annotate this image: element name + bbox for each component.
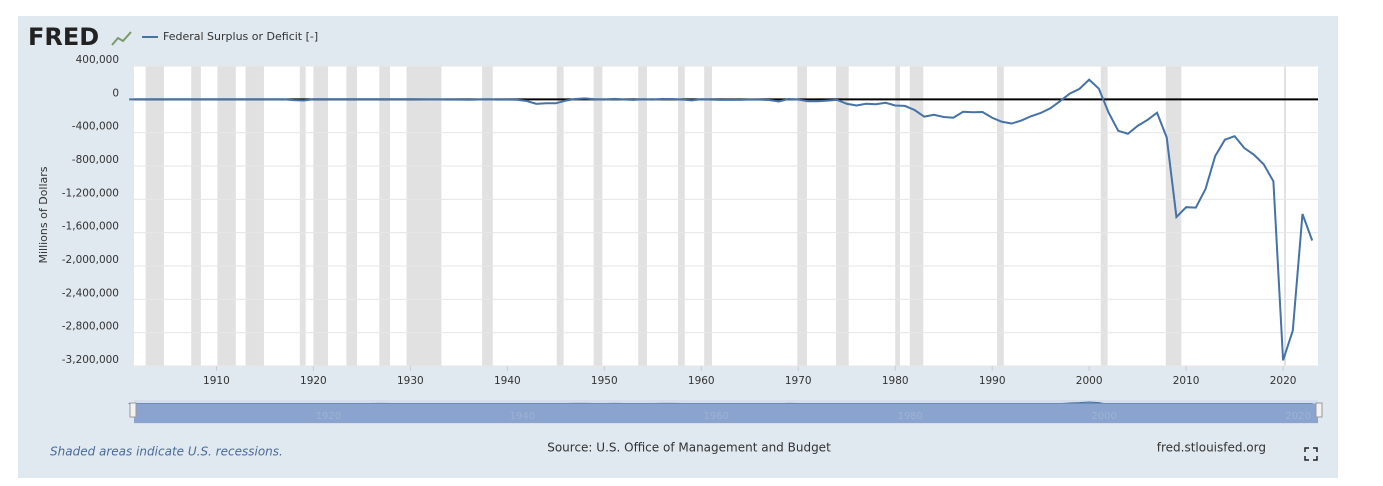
- recession-band: [145, 66, 165, 366]
- recession-band: [299, 66, 306, 366]
- x-tick-label: 1970: [785, 375, 812, 387]
- recession-band: [406, 66, 442, 366]
- x-tick-label: 1960: [688, 375, 715, 387]
- logo: FRED: [28, 23, 99, 51]
- recession-band: [1284, 66, 1286, 366]
- plot-area: [134, 66, 1318, 366]
- navigator-tick-label: 1940: [510, 411, 535, 422]
- x-tick-label: 1910: [203, 375, 230, 387]
- recession-band: [797, 66, 807, 366]
- x-tick-label: 2010: [1173, 375, 1200, 387]
- navigator-handle[interactable]: [129, 402, 137, 418]
- recession-band: [836, 66, 849, 366]
- x-tick-label: 2020: [1270, 375, 1297, 387]
- y-tick-label: -2,400,000: [62, 287, 119, 299]
- y-tick-label: -1,200,000: [62, 187, 119, 199]
- recession-band: [379, 66, 390, 366]
- navigator-tick-label: 2020: [1285, 411, 1310, 422]
- x-tick-label: 1930: [397, 375, 424, 387]
- recession-band: [245, 66, 264, 366]
- recession-band: [346, 66, 358, 366]
- y-tick-label: -3,200,000: [62, 354, 119, 366]
- recession-band: [1100, 66, 1108, 366]
- y-tick-label: -2,000,000: [62, 254, 119, 266]
- recession-band: [704, 66, 712, 366]
- y-tick-label: -800,000: [72, 154, 119, 166]
- recession-band: [1165, 66, 1182, 366]
- fullscreen-button[interactable]: [1304, 447, 1318, 461]
- y-tick-label: -1,600,000: [62, 221, 119, 233]
- y-tick-label: -400,000: [72, 121, 119, 133]
- x-tick-label: 1940: [494, 375, 521, 387]
- source: Source: U.S. Office of Management and Bu…: [547, 441, 831, 455]
- logo-icon: [111, 31, 132, 46]
- site: fred.stlouisfed.org: [1157, 441, 1266, 455]
- x-tick-label: 1920: [300, 375, 327, 387]
- recession-band: [997, 66, 1004, 366]
- recession-band: [593, 66, 603, 366]
- y-axis-label: Millions of Dollars: [37, 166, 50, 263]
- recession-band: [191, 66, 201, 366]
- navigator-tick-label: 1980: [897, 411, 922, 422]
- recession-band: [556, 66, 564, 366]
- y-tick-label: -2,800,000: [62, 321, 119, 333]
- recession-note: Shaded areas indicate U.S. recessions.: [50, 445, 283, 459]
- y-tick-label: 0: [112, 87, 119, 99]
- navigator-handle[interactable]: [1315, 402, 1323, 418]
- recession-band: [313, 66, 328, 366]
- series-line: [129, 78, 1314, 361]
- x-tick-label: 1950: [591, 375, 618, 387]
- recession-band: [895, 66, 901, 366]
- navigator-fill: [134, 403, 1318, 423]
- legend-label: Federal Surplus or Deficit [-]: [163, 30, 318, 43]
- recession-band: [638, 66, 647, 366]
- navigator-tick-label: 2000: [1091, 411, 1116, 422]
- recession-band: [217, 66, 236, 366]
- navigator-tick-label: 1920: [316, 411, 341, 422]
- x-tick-label: 1980: [882, 375, 909, 387]
- recession-band: [678, 66, 685, 366]
- x-tick-label: 1990: [979, 375, 1006, 387]
- recession-band: [909, 66, 924, 366]
- x-tick-label: 2000: [1076, 375, 1103, 387]
- navigator-tick-label: 1960: [704, 411, 729, 422]
- y-tick-label: 400,000: [76, 54, 119, 66]
- recession-band: [482, 66, 493, 366]
